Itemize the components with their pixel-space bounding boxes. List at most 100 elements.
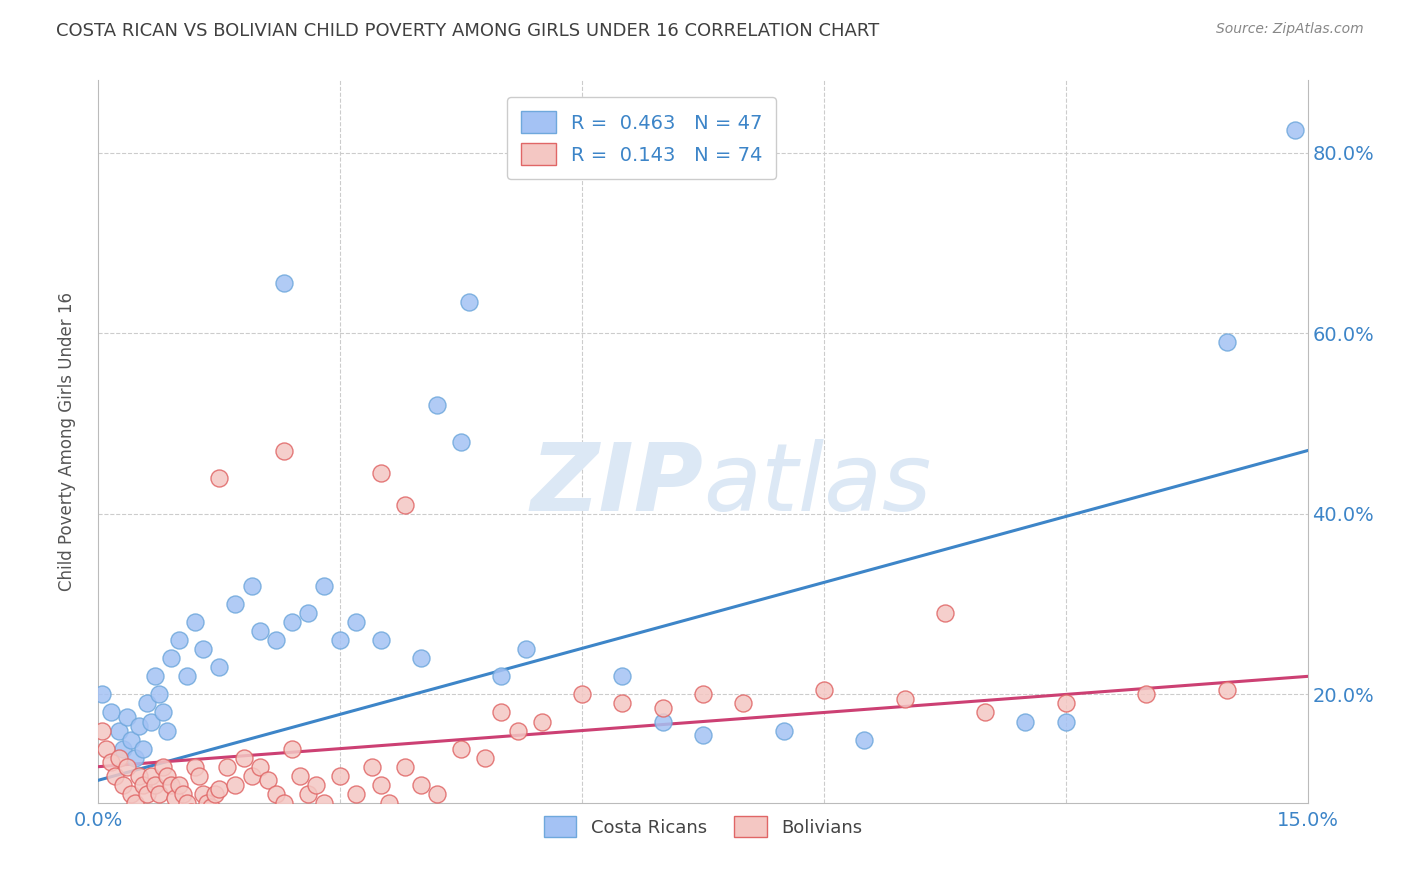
Point — [167, 633, 190, 648]
Point — [426, 398, 449, 412]
Point — [200, 800, 222, 814]
Point — [264, 787, 287, 801]
Point — [152, 760, 174, 774]
Point — [474, 750, 496, 764]
Point — [224, 778, 246, 792]
Point — [1014, 714, 1036, 729]
Point — [232, 750, 254, 764]
Point — [195, 796, 218, 810]
Point — [152, 706, 174, 720]
Point — [264, 633, 287, 648]
Point — [120, 787, 142, 801]
Point — [176, 796, 198, 810]
Point — [100, 755, 122, 769]
Point — [128, 719, 150, 733]
Point — [893, 692, 915, 706]
Point — [143, 669, 166, 683]
Text: ZIP: ZIP — [530, 439, 703, 531]
Point — [1054, 822, 1077, 837]
Point — [148, 787, 170, 801]
Point — [184, 760, 207, 774]
Point — [1054, 697, 1077, 711]
Point — [853, 732, 876, 747]
Point — [249, 760, 271, 774]
Point — [111, 741, 134, 756]
Point — [217, 760, 239, 774]
Point — [249, 624, 271, 639]
Point — [344, 615, 367, 630]
Point — [107, 723, 129, 738]
Point — [91, 687, 114, 701]
Point — [188, 769, 211, 783]
Point — [1216, 335, 1239, 350]
Point — [288, 769, 311, 783]
Point — [156, 723, 179, 738]
Point — [651, 701, 673, 715]
Point — [314, 579, 336, 593]
Point — [934, 606, 956, 620]
Point — [530, 714, 553, 729]
Point — [370, 633, 392, 648]
Point — [409, 651, 432, 665]
Point — [571, 687, 593, 701]
Point — [491, 706, 513, 720]
Point — [377, 796, 399, 810]
Legend: Costa Ricans, Bolivians: Costa Ricans, Bolivians — [537, 809, 869, 845]
Point — [273, 443, 295, 458]
Point — [103, 769, 125, 783]
Point — [515, 642, 537, 657]
Point — [297, 606, 319, 620]
Point — [132, 741, 155, 756]
Point — [612, 697, 634, 711]
Point — [1095, 818, 1118, 832]
Point — [426, 787, 449, 801]
Point — [240, 769, 263, 783]
Point — [329, 633, 352, 648]
Point — [139, 769, 162, 783]
Text: COSTA RICAN VS BOLIVIAN CHILD POVERTY AMONG GIRLS UNDER 16 CORRELATION CHART: COSTA RICAN VS BOLIVIAN CHILD POVERTY AM… — [56, 22, 880, 40]
Point — [172, 787, 194, 801]
Point — [160, 651, 183, 665]
Point — [135, 697, 157, 711]
Point — [107, 750, 129, 764]
Point — [96, 741, 118, 756]
Point — [1135, 687, 1157, 701]
Point — [163, 791, 186, 805]
Point — [111, 778, 134, 792]
Point — [344, 787, 367, 801]
Point — [450, 434, 472, 449]
Point — [143, 778, 166, 792]
Point — [224, 597, 246, 611]
Point — [297, 787, 319, 801]
Point — [124, 796, 146, 810]
Point — [184, 615, 207, 630]
Point — [772, 723, 794, 738]
Point — [394, 498, 416, 512]
Point — [281, 615, 304, 630]
Point — [506, 723, 529, 738]
Point — [974, 706, 997, 720]
Point — [281, 741, 304, 756]
Point — [370, 466, 392, 480]
Point — [491, 669, 513, 683]
Point — [115, 710, 138, 724]
Point — [256, 773, 278, 788]
Point — [458, 294, 481, 309]
Point — [1054, 714, 1077, 729]
Point — [692, 728, 714, 742]
Point — [1216, 682, 1239, 697]
Point — [193, 787, 215, 801]
Point — [273, 277, 295, 291]
Point — [813, 682, 835, 697]
Point — [180, 805, 202, 819]
Point — [204, 787, 226, 801]
Point — [1284, 123, 1306, 137]
Point — [176, 669, 198, 683]
Point — [193, 642, 215, 657]
Point — [329, 769, 352, 783]
Point — [692, 687, 714, 701]
Text: atlas: atlas — [703, 440, 931, 531]
Point — [409, 778, 432, 792]
Point — [370, 778, 392, 792]
Point — [115, 760, 138, 774]
